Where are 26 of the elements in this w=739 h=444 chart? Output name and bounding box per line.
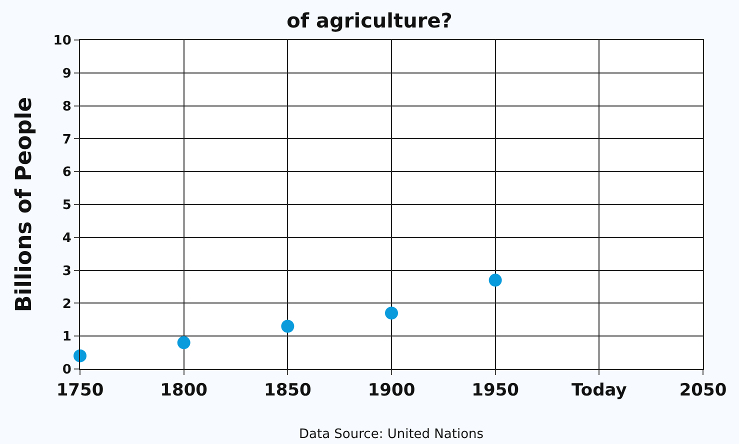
x-tick-label: 1800 [160,380,208,400]
y-tick-label: 9 [62,66,72,82]
point [74,349,86,362]
x-tick-label: 2050 [679,380,727,400]
y-axis-title: Billions of People [12,96,38,312]
y-tick-label: 8 [62,99,72,114]
x-tick-label: 1850 [264,380,312,400]
point [488,274,502,287]
y-tick-label: 1 [62,330,72,345]
point [177,336,190,350]
x-tick-label: 1900 [368,380,416,400]
y-tick-label: 6 [62,165,72,180]
source-note: Data Source: United Nations [299,427,484,442]
x-tick-label: 1750 [56,380,104,400]
chart-title: of agriculture? [286,8,452,32]
y-tick-label: 0 [62,362,72,378]
y-tick-label: 7 [62,132,72,148]
x-tick-label: 1950 [472,380,520,400]
point [281,320,294,333]
y-tick-label: 5 [62,198,72,214]
point [385,306,398,320]
y-tick-label: 4 [62,230,72,246]
y-tick-label: 2 [62,296,72,312]
y-tick-label: 3 [62,264,72,279]
y-tick-label: 10 [53,34,72,49]
x-tick-label: Today [572,380,627,400]
